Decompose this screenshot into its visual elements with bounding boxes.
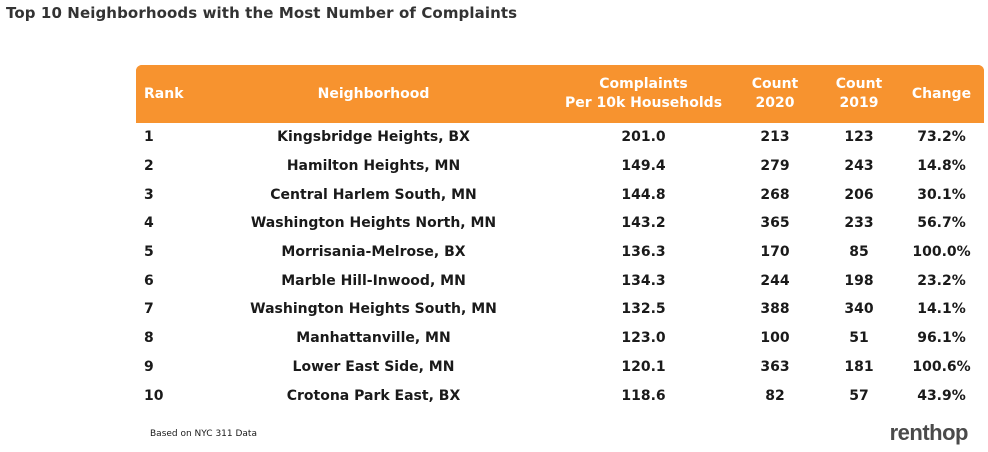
- page-title: Top 10 Neighborhoods with the Most Numbe…: [6, 4, 518, 22]
- table-body: 1 Kingsbridge Heights, BX 201.0 213 123 73.2%…: [136, 123, 984, 410]
- complaints-cell: 201.0: [621, 129, 666, 146]
- table-row: 4 Washington Heights North, MN 143.2 365 233…: [136, 209, 984, 238]
- count-2019-cell: 206: [844, 186, 874, 203]
- count-2020-cell: 363: [760, 358, 790, 375]
- count-2019-cell: 340: [844, 301, 874, 318]
- count-2020-cell: 100: [760, 330, 790, 347]
- change-cell: 96.1%: [917, 330, 966, 347]
- complaints-cell: 120.1: [621, 358, 666, 375]
- count-2019-cell: 85: [849, 244, 869, 261]
- footnote: Based on NYC 311 Data: [150, 429, 257, 439]
- count-2019-cell: 243: [844, 158, 874, 175]
- table-header-row: Rank Neighborhood Complaints Per 10k Hou…: [136, 65, 984, 123]
- complaints-cell: 149.4: [621, 158, 666, 175]
- count-2020-cell: 82: [765, 387, 785, 404]
- table-row: 5 Morrisania-Melrose, BX 136.3 170 85 100.0%: [136, 238, 984, 267]
- count-2020-cell: 268: [760, 186, 790, 203]
- change-cell: 14.1%: [917, 301, 966, 318]
- change-cell: 30.1%: [917, 186, 966, 203]
- rank-cell: 3: [144, 186, 154, 203]
- rank-cell: 7: [144, 301, 154, 318]
- count-2020-cell: 388: [760, 301, 790, 318]
- rank-cell: 4: [144, 215, 154, 232]
- complaints-cell: 144.8: [621, 186, 666, 203]
- complaints-cell: 136.3: [621, 244, 666, 261]
- neighborhood-cell: Manhattanville, MN: [296, 330, 451, 347]
- count-2020-cell: 213: [760, 129, 790, 146]
- header-change: Change: [899, 65, 984, 123]
- change-cell: 100.6%: [912, 358, 971, 375]
- count-2019-cell: 198: [844, 272, 874, 289]
- header-neighborhood-line1: Neighborhood: [317, 85, 430, 102]
- change-cell: 23.2%: [917, 272, 966, 289]
- header-rank: Rank: [136, 65, 191, 123]
- header-rank-line1: Rank: [144, 85, 184, 102]
- header-count-2020: Count 2020: [731, 65, 819, 123]
- change-cell: 14.8%: [917, 158, 966, 175]
- rank-cell: 10: [144, 387, 164, 404]
- header-count-2020-line1: Count: [751, 76, 799, 92]
- rank-cell: 2: [144, 158, 154, 175]
- neighborhood-cell: Lower East Side, MN: [292, 358, 455, 375]
- neighborhood-cell: Washington Heights North, MN: [250, 215, 497, 232]
- header-complaints: Complaints Per 10k Households: [556, 65, 731, 123]
- neighborhood-cell: Central Harlem South, MN: [270, 186, 477, 203]
- complaints-cell: 134.3: [621, 272, 666, 289]
- table-row: 10 Crotona Park East, BX 118.6 82 57 43.9%: [136, 381, 984, 410]
- count-2020-cell: 365: [760, 215, 790, 232]
- complaints-table: Rank Neighborhood Complaints Per 10k Hou…: [136, 65, 984, 410]
- complaints-cell: 123.0: [621, 330, 666, 347]
- complaints-table-container: Rank Neighborhood Complaints Per 10k Hou…: [136, 65, 984, 410]
- neighborhood-cell: Morrisania-Melrose, BX: [281, 244, 466, 261]
- rank-cell: 8: [144, 330, 154, 347]
- complaints-cell: 132.5: [621, 301, 666, 318]
- rank-cell: 6: [144, 272, 154, 289]
- table-row: 7 Washington Heights South, MN 132.5 388 340…: [136, 295, 984, 324]
- count-2019-cell: 181: [844, 358, 874, 375]
- change-cell: 43.9%: [917, 387, 966, 404]
- count-2019-cell: 57: [849, 387, 869, 404]
- count-2020-cell: 279: [760, 158, 790, 175]
- complaints-cell: 118.6: [621, 387, 666, 404]
- renthop-logo: renthop: [889, 420, 969, 445]
- change-cell: 56.7%: [917, 215, 966, 232]
- header-count-2019: Count 2019: [819, 65, 899, 123]
- header-count-2020-line2: 2020: [755, 95, 795, 111]
- neighborhood-cell: Hamilton Heights, MN: [286, 158, 461, 175]
- count-2020-cell: 244: [760, 272, 790, 289]
- table-row: 6 Marble Hill-Inwood, MN 134.3 244 198 23.2%: [136, 266, 984, 295]
- table-row: 3 Central Harlem South, MN 144.8 268 206 30.1…: [136, 180, 984, 209]
- rank-cell: 5: [144, 244, 154, 261]
- table-row: 1 Kingsbridge Heights, BX 201.0 213 123 73.2%: [136, 123, 984, 152]
- header-count-2019-line2: 2019: [839, 95, 879, 111]
- header-count-2019-line1: Count: [835, 76, 883, 92]
- complaints-cell: 143.2: [621, 215, 666, 232]
- rank-cell: 1: [144, 129, 154, 146]
- header-neighborhood: Neighborhood: [191, 65, 556, 123]
- count-2019-cell: 51: [849, 330, 869, 347]
- header-complaints-line2: Per 10k Households: [564, 95, 723, 111]
- table-row: 9 Lower East Side, MN 120.1 363 181 100.6%: [136, 353, 984, 382]
- table-row: 2 Hamilton Heights, MN 149.4 279 243 14.8%: [136, 152, 984, 181]
- neighborhood-cell: Kingsbridge Heights, BX: [277, 129, 470, 146]
- neighborhood-cell: Marble Hill-Inwood, MN: [281, 272, 466, 289]
- header-complaints-line1: Complaints: [599, 76, 688, 92]
- count-2019-cell: 123: [844, 129, 874, 146]
- change-cell: 100.0%: [912, 244, 971, 261]
- count-2020-cell: 170: [760, 244, 790, 261]
- change-cell: 73.2%: [917, 129, 966, 146]
- header-change-line1: Change: [911, 85, 972, 102]
- neighborhood-cell: Crotona Park East, BX: [286, 387, 461, 404]
- rank-cell: 9: [144, 358, 154, 375]
- table-row: 8 Manhattanville, MN 123.0 100 51 96.1%: [136, 324, 984, 353]
- count-2019-cell: 233: [844, 215, 874, 232]
- neighborhood-cell: Washington Heights South, MN: [250, 301, 497, 318]
